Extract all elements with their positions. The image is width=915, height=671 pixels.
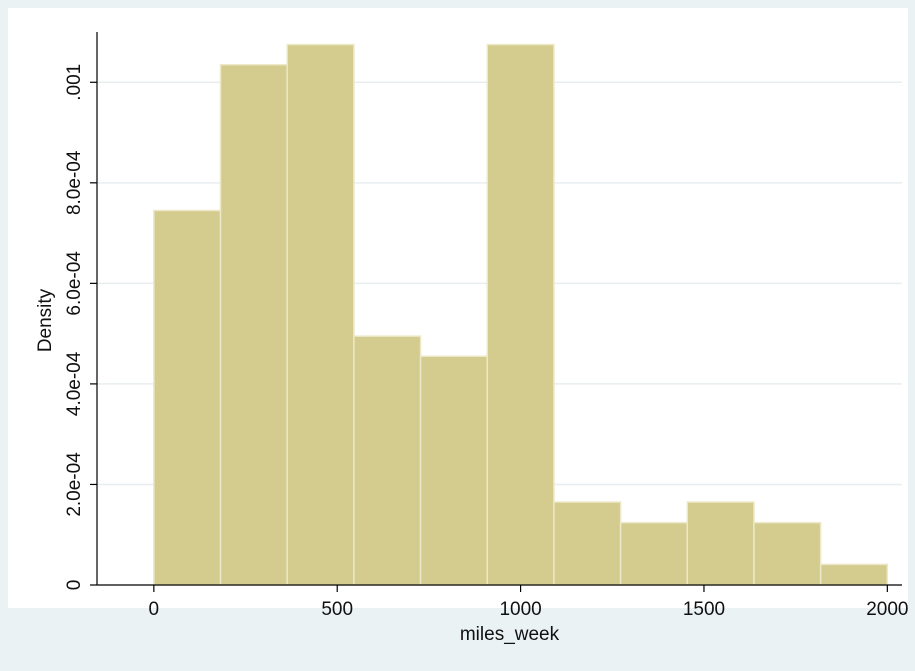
- histogram-bar: [753, 521, 822, 586]
- y-axis-ticks: 0 2.0e-04 4.0e-04 6.0e-04 8.0e-04 .001: [64, 64, 97, 591]
- x-axis-title: miles_week: [460, 624, 560, 645]
- histogram-bar: [419, 355, 489, 586]
- axes: [96, 32, 902, 586]
- x-axis-ticks: 0 500 1000 1500 2000: [149, 585, 908, 620]
- x-tick-label: 1000: [499, 599, 541, 620]
- x-tick-label: 500: [321, 599, 353, 620]
- y-tick-label: 4.0e-04: [64, 351, 85, 416]
- y-axis-title: Density: [35, 288, 56, 352]
- y-tick-label: .001: [64, 64, 85, 101]
- y-tick-label: 8.0e-04: [64, 150, 85, 215]
- histogram-bar: [553, 501, 622, 586]
- histogram-bar: [819, 563, 889, 586]
- histogram-bars: [153, 43, 889, 586]
- y-tick-label: 2.0e-04: [64, 452, 85, 517]
- histogram-bar: [619, 521, 689, 586]
- x-tick-label: 2000: [866, 599, 908, 620]
- histogram-bar: [686, 501, 755, 586]
- x-tick-label: 0: [149, 599, 160, 620]
- histogram-bar: [219, 63, 288, 586]
- x-tick-label: 1500: [683, 599, 725, 620]
- histogram-bar: [286, 43, 355, 586]
- histogram-bar: [153, 209, 222, 586]
- y-tick-label: 6.0e-04: [64, 251, 85, 316]
- histogram-bar: [486, 43, 555, 586]
- y-tick-label: 0: [64, 580, 85, 591]
- histogram-bar: [353, 335, 422, 586]
